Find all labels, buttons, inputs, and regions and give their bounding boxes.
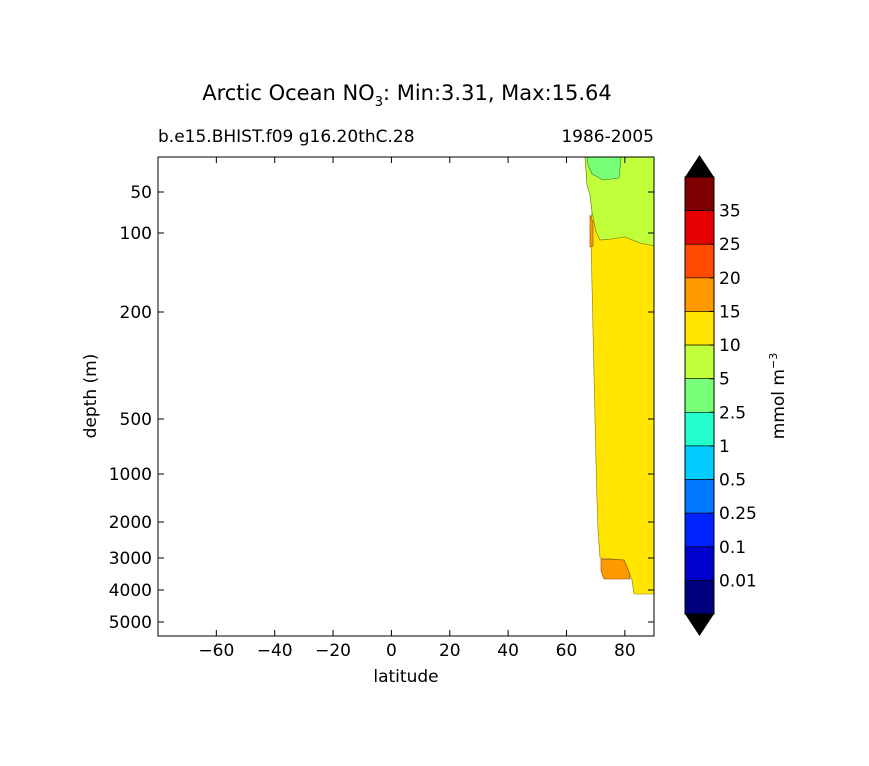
colorbar-swatch xyxy=(684,580,715,615)
colorbar-swatch xyxy=(684,378,715,413)
x-tick-label: 60 xyxy=(556,641,578,661)
y-tick-label: 5000 xyxy=(109,613,152,633)
x-tick-label: 0 xyxy=(386,641,397,661)
y-tick-label: 100 xyxy=(120,224,152,244)
region-2-5-5 xyxy=(586,156,622,181)
colorbar-swatch xyxy=(684,479,715,514)
colorbar-level-label: 10 xyxy=(719,336,741,356)
colorbar-label-text: mmol m xyxy=(769,369,789,439)
colorbar-level-label: 20 xyxy=(719,269,741,289)
colorbar-swatch xyxy=(684,277,715,312)
colorbar-extend-max xyxy=(685,155,714,177)
x-axis-label: latitude xyxy=(373,667,438,687)
colorbar-level-label: 0.5 xyxy=(719,471,746,491)
y-tick-label: 3000 xyxy=(109,549,152,569)
x-tick-label: 40 xyxy=(497,641,519,661)
colorbar-swatch xyxy=(684,344,715,379)
colorbar-swatch xyxy=(684,210,715,245)
y-tick-label: 500 xyxy=(120,410,152,430)
colorbar-label-exponent: −3 xyxy=(767,353,780,369)
colorbar-frame xyxy=(684,176,715,615)
x-tick-label: −40 xyxy=(257,641,293,661)
title-suffix: : Min:3.31, Max:15.64 xyxy=(383,81,612,105)
y-tick-label: 200 xyxy=(120,303,152,323)
colorbar-swatch xyxy=(684,243,715,279)
y-tick-label: 50 xyxy=(130,183,152,203)
chart-title: Arctic Ocean NO3: Min:3.31, Max:15.64 xyxy=(202,81,612,110)
y-tick-label: 4000 xyxy=(109,581,152,601)
y-tick-label: 1000 xyxy=(109,465,152,485)
colorbar-swatch xyxy=(684,512,715,548)
region-10-15 xyxy=(589,211,655,595)
y-axis: 50 100 200 500 1000 2000 3000 4000 5000 xyxy=(109,183,654,633)
subtitle-left: b.e15.BHIST.f09 g16.20thC.28 xyxy=(158,127,415,147)
x-tick-label: −20 xyxy=(315,641,351,661)
colorbar: 0.01 0.1 0.25 0.5 1 2.5 5 10 15 20 25 35 xyxy=(684,155,757,636)
colorbar-level-label: 5 xyxy=(719,370,730,390)
region-15-20-deep xyxy=(600,558,631,580)
colorbar-level-label: 25 xyxy=(719,235,741,255)
colorbar-label: mmol m−3 xyxy=(767,353,789,439)
x-tick-label: 80 xyxy=(614,641,636,661)
colorbar-swatch xyxy=(684,546,715,581)
x-axis: −60 −40 −20 0 20 40 60 80 xyxy=(198,157,636,661)
colorbar-swatch xyxy=(684,311,715,346)
colorbar-level-label: 1 xyxy=(719,437,730,457)
plot-area: −60 −40 −20 0 20 40 60 80 50 100 200 500 1000 2000 30… xyxy=(109,156,655,661)
subtitle-right: 1986-2005 xyxy=(561,127,654,147)
colorbar-level-label: 2.5 xyxy=(719,403,746,423)
colorbar-extend-min xyxy=(685,614,714,636)
y-tick-label: 2000 xyxy=(109,513,152,533)
x-tick-label: 20 xyxy=(439,641,461,661)
y-axis-label: depth (m) xyxy=(81,354,101,439)
title-subscript: 3 xyxy=(375,95,383,110)
colorbar-level-label: 35 xyxy=(719,202,741,222)
colorbar-swatch xyxy=(684,176,715,211)
title-prefix: Arctic Ocean NO xyxy=(202,81,374,105)
colorbar-swatch xyxy=(684,412,715,447)
colorbar-level-label: 0.01 xyxy=(719,571,757,591)
colorbar-level-label: 0.25 xyxy=(719,504,757,524)
colorbar-level-label: 15 xyxy=(719,302,741,322)
region-15-20-left xyxy=(589,214,594,248)
x-tick-label: −60 xyxy=(198,641,234,661)
colorbar-level-label: 0.1 xyxy=(719,538,746,558)
colorbar-swatch xyxy=(684,445,715,480)
plot-frame xyxy=(157,156,655,637)
